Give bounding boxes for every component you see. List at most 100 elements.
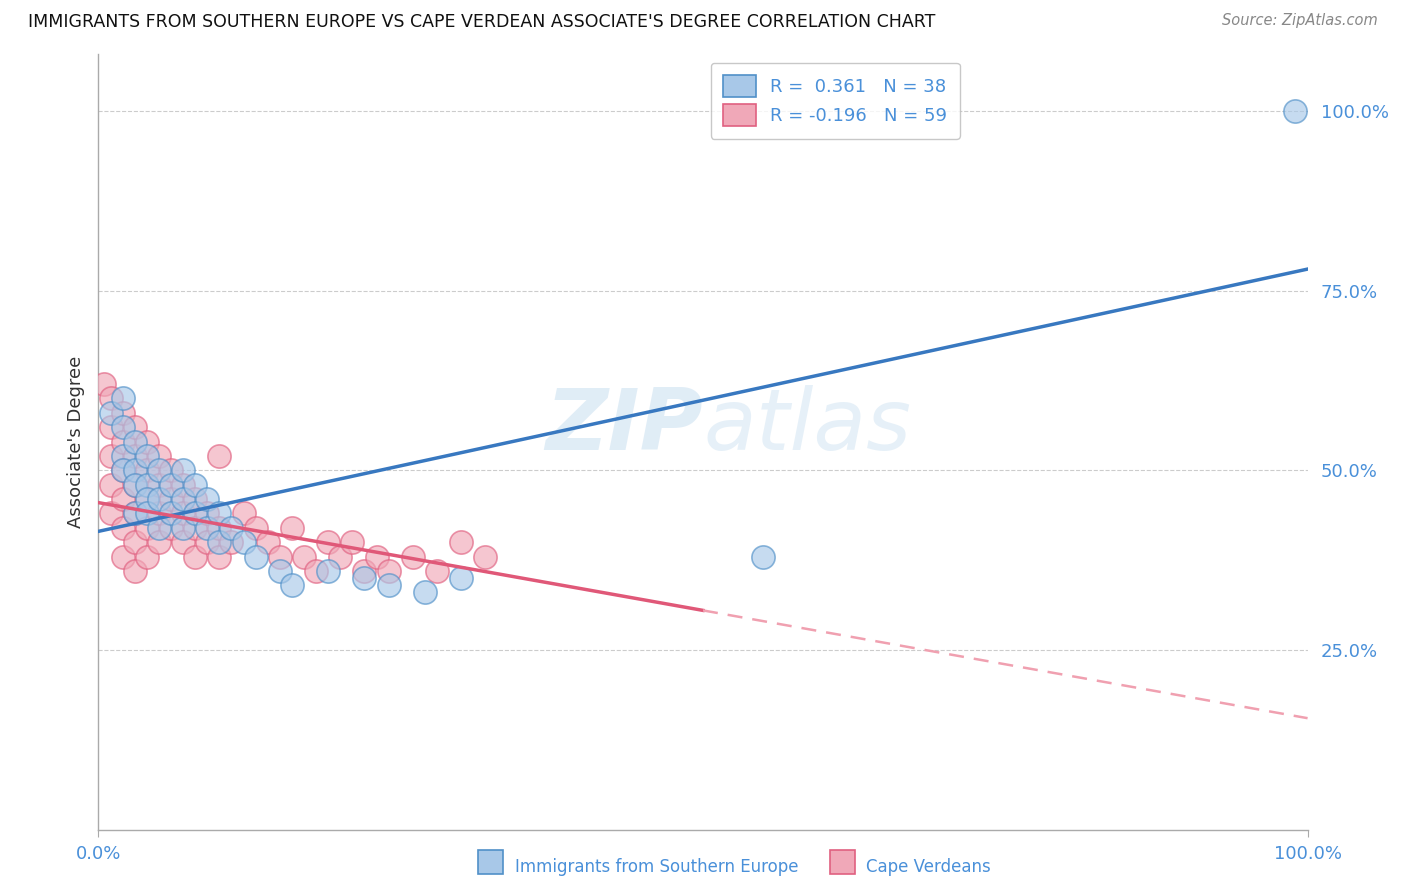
Point (135, 449, 157, 463)
Point (292, 549, 315, 564)
Point (281, 578, 304, 592)
Point (184, 521, 207, 535)
Point (111, 521, 134, 535)
Point (100, 507, 122, 521)
Point (450, 571, 472, 585)
Point (160, 463, 183, 477)
Point (148, 521, 170, 535)
Point (245, 521, 267, 535)
Point (172, 463, 194, 477)
Text: Cape Verdeans: Cape Verdeans (866, 858, 991, 876)
Point (184, 507, 207, 521)
Point (111, 449, 134, 463)
Point (111, 406, 134, 420)
Point (124, 463, 146, 477)
Text: Immigrants from Southern Europe: Immigrants from Southern Europe (515, 858, 799, 876)
Point (111, 463, 134, 477)
Point (316, 535, 339, 549)
Point (221, 535, 243, 549)
Point (195, 507, 218, 521)
Point (377, 564, 399, 578)
Point (124, 564, 146, 578)
Point (148, 507, 170, 521)
Point (413, 585, 436, 599)
Point (111, 491, 134, 506)
Point (148, 463, 170, 477)
Point (184, 491, 207, 506)
Point (111, 392, 134, 406)
Point (135, 521, 157, 535)
Point (377, 578, 399, 592)
Text: atlas: atlas (703, 384, 911, 467)
Point (752, 549, 775, 564)
Point (111, 549, 134, 564)
Point (160, 477, 183, 491)
Point (172, 491, 194, 506)
Point (124, 477, 146, 491)
Point (172, 477, 194, 491)
Point (269, 549, 291, 564)
Point (195, 491, 218, 506)
Y-axis label: Associate's Degree: Associate's Degree (66, 355, 84, 528)
Point (124, 420, 146, 434)
Point (160, 507, 183, 521)
Point (353, 571, 375, 585)
Point (184, 477, 207, 491)
Point (402, 549, 425, 564)
Point (148, 449, 170, 463)
Point (135, 477, 157, 491)
Point (148, 535, 170, 549)
Point (135, 463, 157, 477)
Point (281, 521, 304, 535)
Text: IMMIGRANTS FROM SOUTHERN EUROPE VS CAPE VERDEAN ASSOCIATE'S DEGREE CORRELATION C: IMMIGRANTS FROM SOUTHERN EUROPE VS CAPE … (28, 13, 935, 31)
Point (124, 434, 146, 449)
Point (1284, 103, 1306, 118)
Point (342, 535, 364, 549)
Point (208, 535, 231, 549)
Point (450, 535, 472, 549)
Point (100, 449, 122, 463)
Point (353, 564, 375, 578)
Point (135, 434, 157, 449)
Point (124, 507, 146, 521)
Point (208, 521, 231, 535)
Point (100, 406, 122, 420)
Point (111, 420, 134, 434)
Point (172, 535, 194, 549)
Text: ZIP: ZIP (546, 384, 703, 467)
Point (135, 507, 157, 521)
Point (366, 549, 388, 564)
Point (124, 507, 146, 521)
Point (160, 491, 183, 506)
Point (245, 549, 267, 564)
Point (100, 392, 122, 406)
Point (426, 564, 449, 578)
Point (195, 521, 218, 535)
Legend: R =  0.361   N = 38, R = -0.196   N = 59: R = 0.361 N = 38, R = -0.196 N = 59 (711, 62, 960, 139)
Point (269, 564, 291, 578)
Point (208, 449, 231, 463)
Point (160, 521, 183, 535)
Point (124, 449, 146, 463)
Point (208, 507, 231, 521)
Point (316, 564, 339, 578)
Point (93, 377, 115, 392)
Point (184, 549, 207, 564)
Point (256, 535, 278, 549)
Point (148, 477, 170, 491)
Point (474, 549, 496, 564)
Point (195, 535, 218, 549)
Point (135, 491, 157, 506)
Point (135, 549, 157, 564)
Point (208, 549, 231, 564)
Point (148, 491, 170, 506)
Point (100, 477, 122, 491)
Point (124, 535, 146, 549)
Point (232, 507, 254, 521)
Point (172, 507, 194, 521)
Text: Source: ZipAtlas.com: Source: ZipAtlas.com (1222, 13, 1378, 29)
Point (172, 521, 194, 535)
Point (232, 535, 254, 549)
Point (329, 549, 352, 564)
Point (135, 491, 157, 506)
